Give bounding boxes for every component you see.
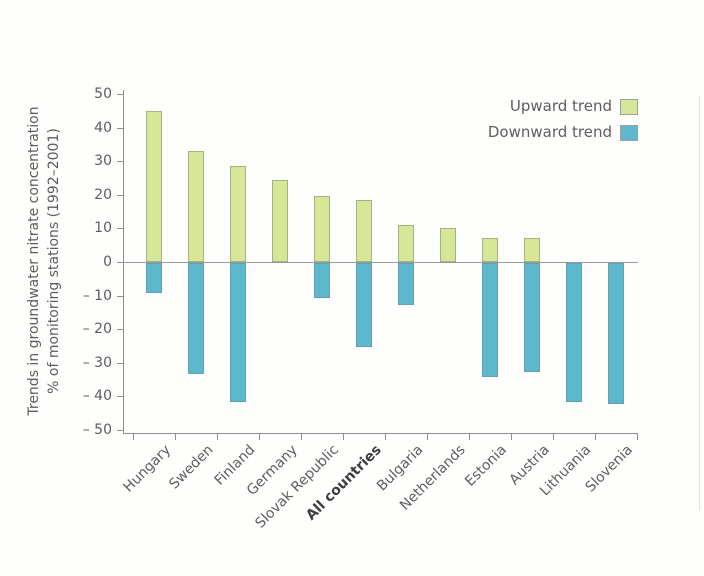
y-tick [117,128,123,129]
bar-upward-all-countries [356,200,372,262]
bar-upward-hungary [146,111,162,262]
y-tick-label: 0 [103,254,112,270]
bar-upward-austria [524,238,540,262]
bar-upward-sweden [188,151,204,262]
y-tick [117,363,123,364]
bar-downward-slovenia [608,263,624,404]
x-category-label-all-countries: All countries [302,442,385,524]
y-tick-label: 40 [94,120,112,136]
x-tick [301,433,302,440]
x-axis-line [123,433,638,434]
y-tick [117,430,123,431]
legend-swatch-upward [620,98,638,115]
x-category-label-sweden: Sweden [165,442,217,493]
bar-upward-bulgaria [398,225,414,262]
bar-downward-all-countries [356,263,372,347]
y-tick [117,396,123,397]
x-tick [259,433,260,440]
bar-downward-austria [524,263,540,372]
y-tick [117,228,123,229]
bar-downward-lithuania [566,263,582,402]
x-tick [217,433,218,440]
y-tick-label: 30 [94,153,112,169]
bar-downward-estonia [482,263,498,377]
y-tick-label: – 40 [82,388,112,404]
y-tick [117,262,123,263]
y-tick-label: 20 [94,187,112,203]
x-tick [385,433,386,440]
y-tick-label: – 10 [82,288,112,304]
page-edge-artifact [699,96,700,510]
bar-upward-finland [230,166,246,262]
bar-upward-slovak-republic [314,196,330,262]
x-tick [343,433,344,440]
bar-downward-slovak-republic [314,263,330,298]
bar-upward-estonia [482,238,498,262]
legend-label-downward: Downward trend [487,123,612,141]
legend-label-upward: Upward trend [509,97,612,115]
legend-swatch-downward [620,124,638,141]
y-axis-line [123,90,124,433]
y-tick [117,329,123,330]
x-tick [133,433,134,440]
y-tick-label: – 20 [82,321,112,337]
y-tick-label: 50 [94,86,112,102]
bar-upward-netherlands [440,228,456,262]
x-category-label-estonia: Estonia [462,442,511,490]
bar-downward-hungary [146,263,162,293]
x-tick [595,433,596,440]
y-tick-label: – 50 [82,422,112,438]
legend-item-downward: Downward trend [0,124,704,141]
x-tick [469,433,470,440]
y-tick-label: – 30 [82,355,112,371]
y-tick [117,296,123,297]
bar-downward-bulgaria [398,263,414,305]
x-tick [511,433,512,440]
legend-item-upward: Upward trend [0,98,704,115]
y-tick-label: 10 [94,220,112,236]
x-category-label-hungary: Hungary [120,442,175,496]
bar-upward-germany [272,180,288,262]
bar-downward-sweden [188,263,204,374]
x-tick [553,433,554,440]
x-tick [637,433,638,440]
y-tick [117,94,123,95]
bar-downward-finland [230,263,246,402]
x-tick [427,433,428,440]
x-tick [175,433,176,440]
y-tick [117,195,123,196]
zero-line [123,262,638,263]
y-tick [117,161,123,162]
